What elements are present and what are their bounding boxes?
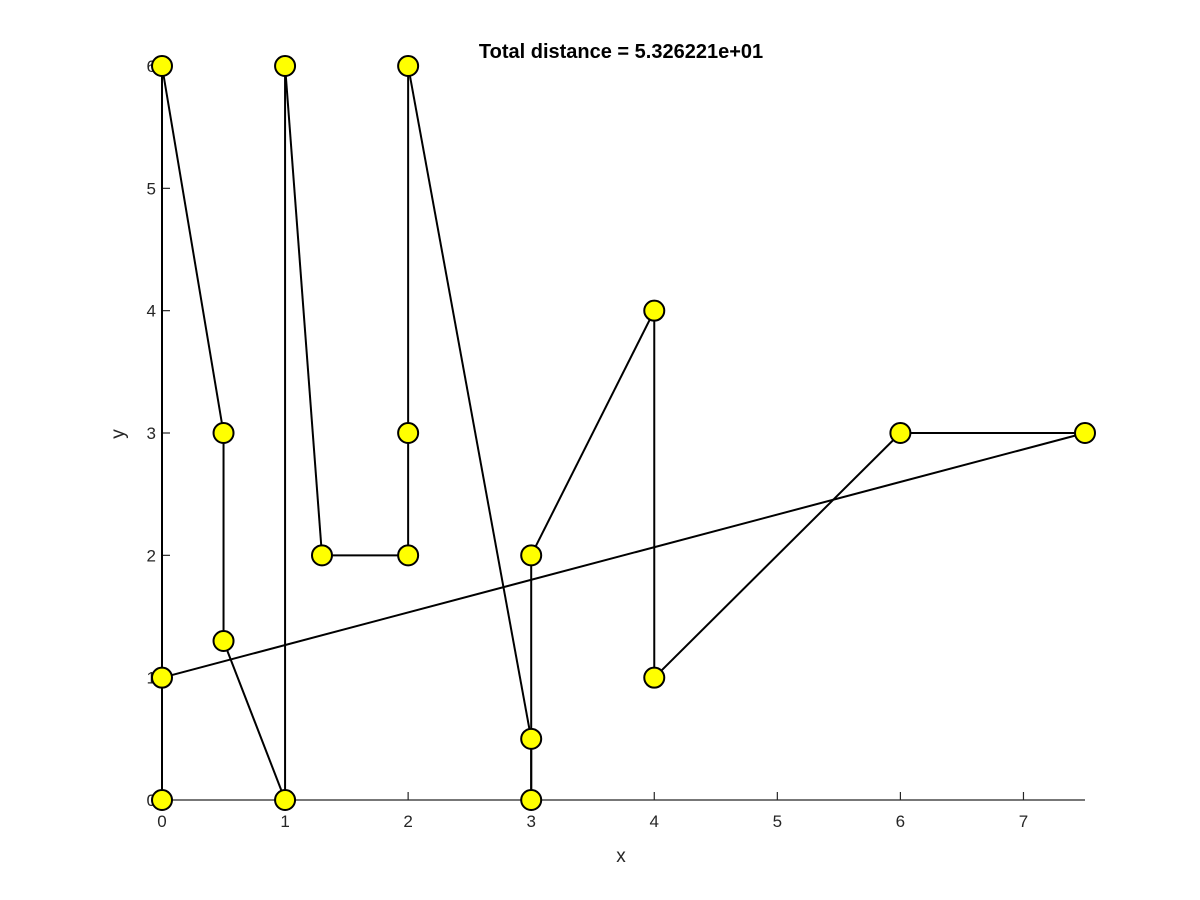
route-segment: [161, 432, 1086, 679]
route-segment: [407, 65, 533, 740]
city-point: [151, 666, 173, 689]
city-point: [520, 789, 543, 811]
city-point: [643, 666, 666, 689]
route-segment: [653, 432, 902, 679]
x-tick-label: 4: [650, 812, 659, 831]
city-point: [274, 789, 297, 811]
x-axis-label: x: [616, 846, 626, 867]
x-tick-label: 6: [896, 812, 905, 831]
route-segments: [161, 65, 1086, 801]
city-point: [889, 422, 912, 444]
city-point: [151, 55, 173, 77]
y-tick-label: 5: [147, 179, 156, 198]
city-point: [397, 544, 420, 567]
chart-title: Total distance = 5.326221e+01: [479, 41, 763, 63]
y-tick-label: 4: [147, 302, 156, 321]
city-point: [520, 727, 543, 750]
city-point: [310, 544, 333, 567]
city-point: [397, 55, 420, 77]
city-point: [520, 544, 543, 567]
city-point: [212, 422, 235, 444]
route-segment: [530, 310, 656, 556]
city-point: [643, 299, 666, 322]
city-point: [397, 422, 420, 444]
city-point: [151, 789, 173, 811]
route-segment: [284, 65, 323, 556]
x-tick-label: 2: [403, 812, 412, 831]
city-point: [212, 629, 235, 652]
x-tick-label: 1: [280, 812, 289, 831]
y-tick-label: 2: [147, 546, 156, 565]
y-axis-label: y: [108, 429, 129, 439]
x-tick-label: 3: [526, 812, 535, 831]
city-markers: [151, 55, 1096, 811]
y-tick-label: 3: [147, 424, 156, 443]
x-tick-label: 5: [773, 812, 782, 831]
x-tick-label: 7: [1019, 812, 1028, 831]
route-segment: [222, 640, 286, 801]
x-tick-label: 0: [157, 812, 166, 831]
city-point: [1074, 422, 1096, 444]
city-point: [274, 55, 297, 77]
route-segment: [161, 65, 225, 434]
